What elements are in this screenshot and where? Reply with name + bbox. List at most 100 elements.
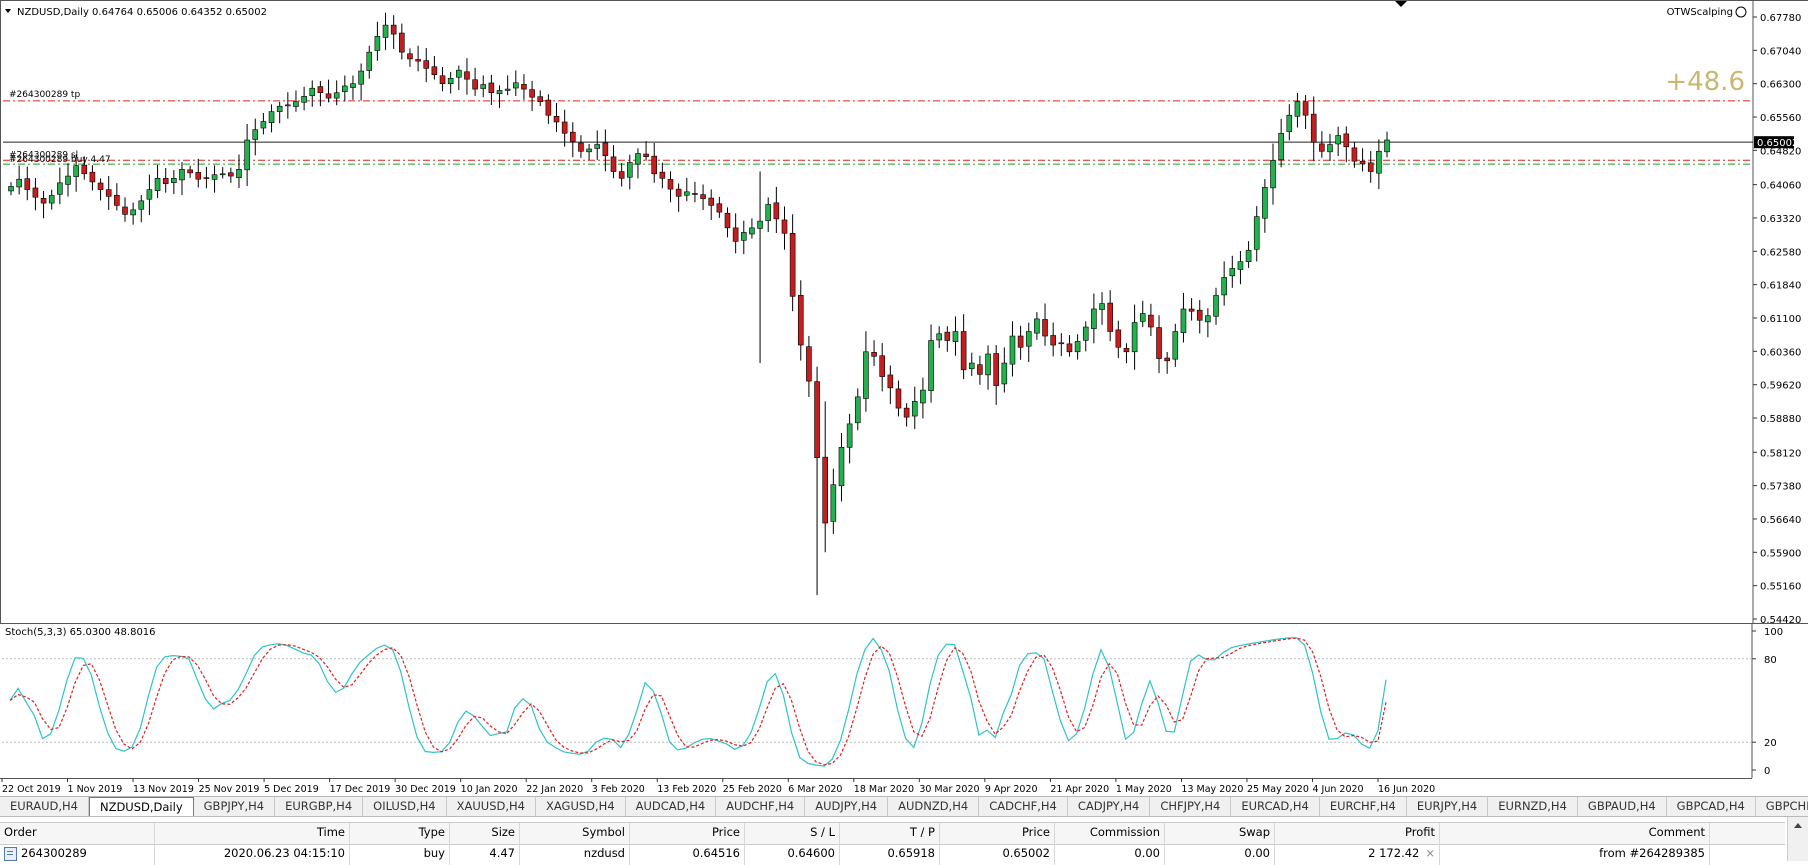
chart-tab[interactable]: XAGUSD,H4 bbox=[536, 797, 626, 816]
terminal-column-header[interactable]: Time bbox=[155, 823, 350, 844]
candle-body bbox=[545, 99, 552, 116]
candle-body bbox=[1237, 261, 1244, 270]
candle-body bbox=[399, 32, 405, 53]
terminal-column-header[interactable]: Symbol bbox=[520, 823, 630, 844]
candle-body bbox=[268, 111, 275, 123]
terminal-cell-value: 0.00 bbox=[1244, 846, 1270, 860]
candle-body bbox=[985, 353, 991, 376]
chart-tab[interactable]: EURCHF,H4 bbox=[1320, 797, 1407, 816]
candle-body bbox=[309, 87, 316, 97]
candle-body bbox=[1042, 319, 1048, 337]
terminal-column-header[interactable]: Swap bbox=[1165, 823, 1275, 844]
candle-body bbox=[1099, 303, 1105, 310]
chart-tab[interactable]: EURAUD,H4 bbox=[0, 797, 89, 816]
candle-body bbox=[814, 381, 820, 458]
candle-body bbox=[561, 121, 568, 134]
chart-tab[interactable]: EURJPY,H4 bbox=[1407, 797, 1489, 816]
candle-body bbox=[1180, 308, 1187, 333]
time-axis-label: 5 Dec 2019 bbox=[264, 784, 319, 795]
terminal-cell-value: 0.65918 bbox=[887, 846, 935, 860]
candle-body bbox=[651, 155, 658, 175]
chart-tab[interactable]: GBPCHF, bbox=[1756, 797, 1808, 816]
candle-body bbox=[1278, 132, 1284, 161]
chart-tab[interactable]: GBPAUD,H4 bbox=[1578, 797, 1667, 816]
candle-body bbox=[952, 331, 959, 342]
terminal-cell-value: buy bbox=[423, 846, 445, 860]
candle-body bbox=[1025, 331, 1032, 347]
time-axis-label: 3 Feb 2020 bbox=[592, 784, 645, 795]
candle-body bbox=[1009, 335, 1016, 365]
chart-tab[interactable]: GBPCAD,H4 bbox=[1667, 797, 1756, 816]
terminal-column-header[interactable]: Profit bbox=[1275, 823, 1440, 844]
candle-body bbox=[1262, 187, 1268, 219]
candle-body bbox=[626, 162, 633, 178]
candle-body bbox=[1245, 250, 1252, 262]
candle-body bbox=[732, 227, 739, 242]
candle-body bbox=[456, 69, 462, 78]
scroll-up-arrow-icon[interactable] bbox=[1794, 823, 1802, 828]
candle-body bbox=[1164, 357, 1170, 362]
candle-body bbox=[146, 189, 153, 200]
candle-body bbox=[1351, 147, 1358, 162]
chart-tab[interactable]: EURGBP,H4 bbox=[275, 797, 364, 816]
stochastic-indicator-pane[interactable]: 100 80 20 0 Stoch(5,3,3) 65.0300 48.8016 bbox=[0, 623, 1808, 778]
terminal-cell-value: 2 172.42 bbox=[1368, 846, 1420, 860]
candle-body bbox=[1376, 150, 1382, 174]
chart-tab[interactable]: AUDJPY,H4 bbox=[805, 797, 889, 816]
candle-body bbox=[228, 172, 234, 177]
candle-body bbox=[521, 84, 527, 90]
chart-tab[interactable]: AUDCHF,H4 bbox=[716, 797, 806, 816]
price-axis-bg bbox=[1753, 1, 1808, 624]
candle-body bbox=[854, 396, 861, 424]
stoch-indicator-label: Stoch(5,3,3) 65.0300 48.8016 bbox=[5, 627, 156, 638]
chart-tab[interactable]: NZDUSD,Daily bbox=[88, 797, 194, 816]
candle-body bbox=[358, 70, 364, 85]
candle-body bbox=[1115, 329, 1122, 348]
terminal-order-row[interactable]: 264300289 2020.06.23 04:15:10 buy 4.47 nzdus… bbox=[0, 844, 1785, 865]
candle-body bbox=[765, 204, 772, 221]
chart-tab[interactable]: CADJPY,H4 bbox=[1068, 797, 1151, 816]
time-axis-label: 13 Feb 2020 bbox=[657, 784, 716, 795]
close-order-icon[interactable]: × bbox=[1425, 846, 1435, 860]
candle-body bbox=[1302, 101, 1309, 116]
price-axis-label: 0.55160 bbox=[1760, 582, 1801, 593]
terminal-cell-value: 264300289 bbox=[21, 846, 87, 860]
candle-body bbox=[944, 331, 951, 341]
terminal-column-header[interactable]: Price bbox=[630, 823, 745, 844]
chart-tab[interactable]: CADCHF,H4 bbox=[979, 797, 1068, 816]
candle-body bbox=[1270, 159, 1276, 189]
terminal-column-header[interactable]: Comment bbox=[1440, 823, 1710, 844]
terminal-column-header[interactable]: Order bbox=[0, 823, 155, 844]
chart-tab[interactable]: OILUSD,H4 bbox=[363, 797, 447, 816]
terminal-column-header[interactable]: Price bbox=[940, 823, 1055, 844]
chart-tab[interactable]: EURCAD,H4 bbox=[1231, 797, 1320, 816]
candle-body bbox=[529, 89, 535, 98]
candle-body bbox=[1327, 144, 1333, 153]
chart-tab[interactable]: AUDCAD,H4 bbox=[626, 797, 717, 816]
chart-tab[interactable]: EURNZD,H4 bbox=[1488, 797, 1578, 816]
candle-body bbox=[504, 88, 511, 91]
candlestick-chart-svg[interactable]: 0.67780 0.67040 0.66300 0.65560 0.64820 0.640… bbox=[1, 1, 1808, 624]
candle-body bbox=[1001, 362, 1008, 385]
chart-tab[interactable]: CHFJPY,H4 bbox=[1150, 797, 1232, 816]
stochastic-chart-svg[interactable]: 100 80 20 0 Stoch(5,3,3) 65.0300 48.8016 bbox=[0, 623, 1808, 778]
terminal-column-header[interactable]: T / P bbox=[840, 823, 940, 844]
main-price-chart[interactable]: 0.67780 0.67040 0.66300 0.65560 0.64820 0.640… bbox=[0, 0, 1808, 624]
chart-tab[interactable]: GBPJPY,H4 bbox=[194, 797, 276, 816]
terminal-scrollbar[interactable] bbox=[1787, 817, 1808, 861]
candle-body bbox=[659, 171, 666, 179]
price-axis-label: 0.67040 bbox=[1760, 46, 1801, 57]
terminal-column-header[interactable]: S / L bbox=[745, 823, 840, 844]
current-price-tag bbox=[1754, 136, 1794, 149]
candle-body bbox=[431, 66, 438, 75]
terminal-column-header[interactable]: Commission bbox=[1055, 823, 1165, 844]
candle-body bbox=[993, 353, 999, 386]
terminal-column-header[interactable]: Type bbox=[350, 823, 450, 844]
terminal-column-header[interactable]: Size bbox=[450, 823, 520, 844]
chart-tab[interactable]: AUDNZD,H4 bbox=[888, 797, 980, 816]
candle-body bbox=[285, 104, 291, 107]
candle-body bbox=[1319, 143, 1325, 152]
candle-body bbox=[781, 219, 788, 234]
chart-tab[interactable]: XAUUSD,H4 bbox=[447, 797, 536, 816]
time-axis-label: 13 Nov 2019 bbox=[133, 784, 194, 795]
